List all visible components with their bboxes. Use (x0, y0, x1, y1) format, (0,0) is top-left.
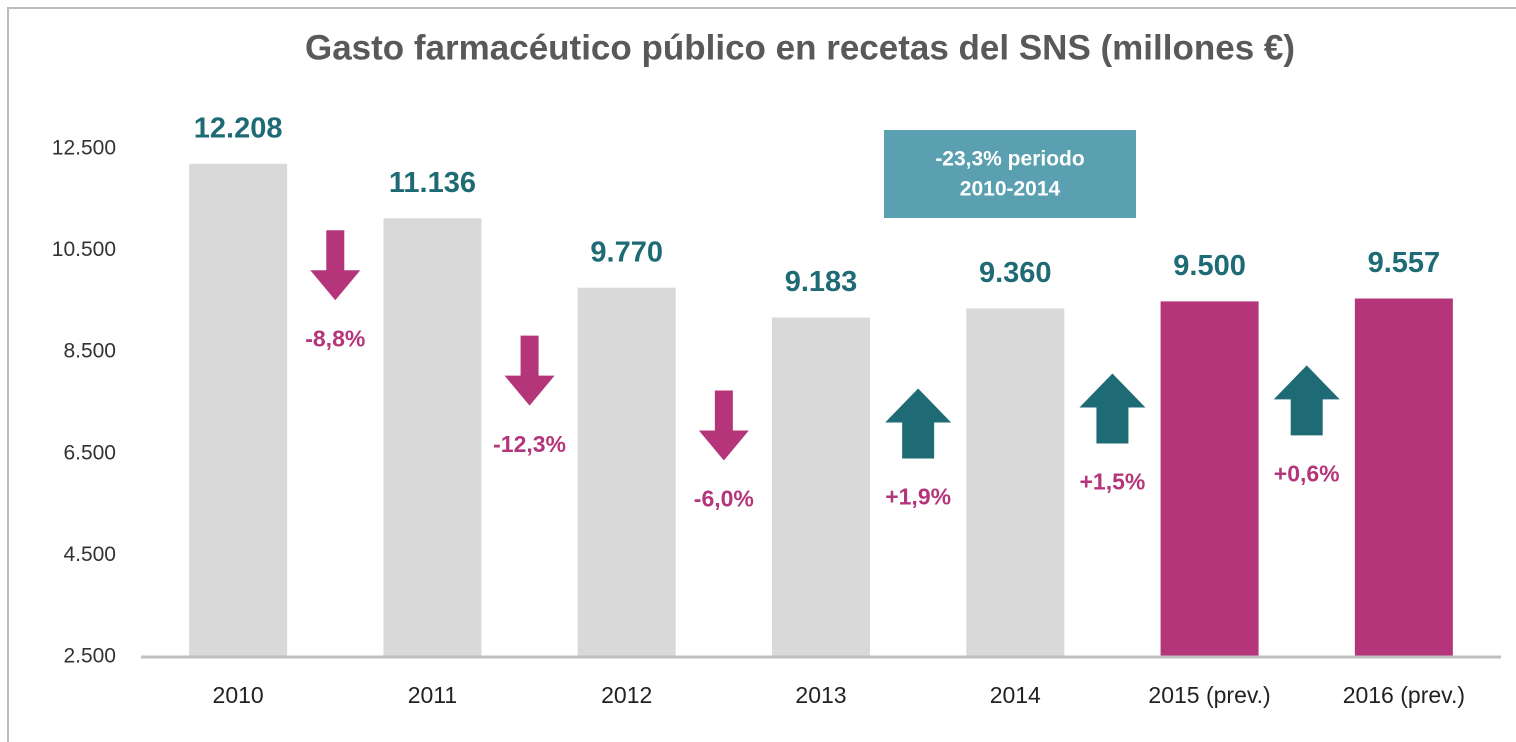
y-tick-label: 4.500 (63, 543, 116, 566)
x-tick-label: 2016 (prev.) (1343, 682, 1465, 708)
y-tick-label: 8.500 (63, 340, 116, 363)
value-label: 12.208 (194, 112, 283, 144)
change-label: +1,5% (1079, 469, 1145, 495)
y-tick-label: 6.500 (63, 441, 116, 464)
bar (189, 163, 288, 657)
change-label: -12,3% (493, 431, 566, 457)
change-arrow (885, 388, 952, 459)
y-tick-label: 2.500 (63, 645, 116, 668)
change-label: -6,0% (694, 486, 754, 512)
value-label: 9.500 (1173, 250, 1246, 282)
y-tick-label: 12.500 (52, 137, 116, 160)
value-label: 11.136 (389, 167, 476, 199)
change-arrow (1273, 365, 1340, 436)
change-label: +1,9% (885, 484, 951, 510)
change-arrow (310, 230, 361, 301)
value-label: 9.183 (785, 266, 858, 298)
value-label: 9.557 (1368, 247, 1441, 279)
change-arrow (504, 335, 555, 406)
bar (1160, 301, 1259, 657)
bar (772, 317, 870, 657)
x-tick-label: 2015 (prev.) (1148, 682, 1270, 708)
x-tick-label: 2011 (408, 682, 457, 708)
change-label: -8,8% (305, 325, 365, 351)
bar (577, 287, 676, 657)
value-label: 9.360 (979, 257, 1052, 289)
change-arrow (698, 390, 749, 461)
value-label: 9.770 (590, 236, 663, 268)
annotation-text: 2010-2014 (960, 178, 1061, 201)
annotation-text: -23,3% periodo (935, 148, 1084, 171)
y-tick-label: 10.500 (52, 238, 116, 261)
bar (383, 218, 482, 657)
change-arrow (1079, 373, 1146, 444)
chart-title: Gasto farmacéutico público en recetas de… (305, 28, 1295, 67)
annotation-box (884, 130, 1136, 218)
change-label: +0,6% (1274, 460, 1340, 486)
x-tick-label: 2012 (601, 682, 652, 708)
x-tick-label: 2014 (990, 682, 1041, 708)
bar (1354, 298, 1453, 657)
bar (966, 308, 1065, 657)
x-tick-label: 2013 (795, 682, 846, 708)
x-tick-label: 2010 (213, 682, 264, 708)
